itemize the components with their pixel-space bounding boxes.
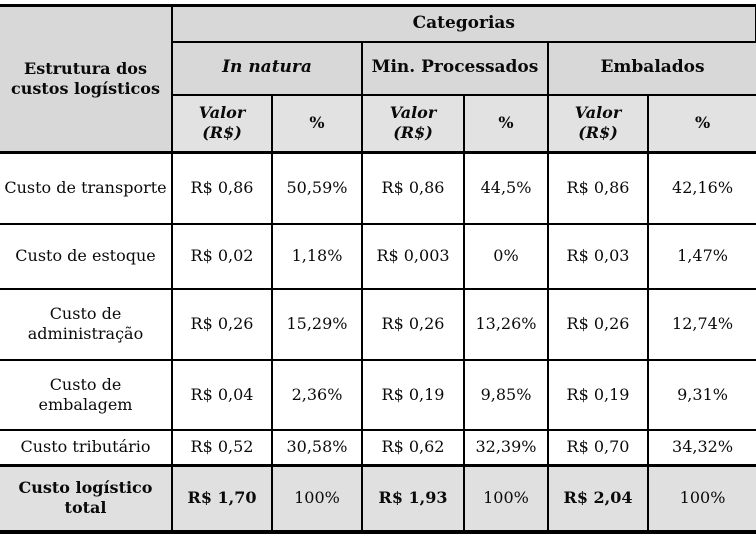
table-row: Custo de estoque R$ 0,02 1,18% R$ 0,003 … xyxy=(0,222,756,290)
value-cell: R$ 0,02 xyxy=(171,222,273,290)
row-label-cell: Custo de transporte xyxy=(0,151,173,225)
subheader-valor-cell: Valor (R$) xyxy=(172,93,273,154)
subheader-pct-cell: % xyxy=(271,93,363,154)
pct-cell: 32,39% xyxy=(463,428,549,467)
pct-cell: 42,16% xyxy=(646,151,756,225)
total-pct-cell: 100% xyxy=(646,464,756,533)
pct-cell: 13,26% xyxy=(463,287,549,361)
total-value-cell: R$ 1,70 xyxy=(171,464,273,533)
page: Estrutura dos custos logísticos Categori… xyxy=(0,4,756,534)
categories-header-cell: Categorias xyxy=(170,4,756,43)
value-cell: R$ 0,04 xyxy=(171,358,273,431)
value-cell: R$ 0,19 xyxy=(361,358,465,431)
subheader-valor-cell: Valor (R$) xyxy=(361,93,465,154)
subheader-valor-cell: Valor (R$) xyxy=(547,93,649,154)
subheader-pct-cell: % xyxy=(646,93,756,154)
logistics-costs-table: Estrutura dos custos logísticos Categori… xyxy=(0,4,756,534)
pct-cell: 30,58% xyxy=(271,428,363,467)
table-row: Custo tributário R$ 0,52 30,58% R$ 0,62 … xyxy=(0,428,756,467)
pct-cell: 9,31% xyxy=(646,358,756,431)
value-cell: R$ 0,52 xyxy=(171,428,273,467)
value-cell: R$ 0,62 xyxy=(361,428,465,467)
corner-header-cell: Estrutura dos custos logísticos xyxy=(0,4,173,154)
total-value-cell: R$ 2,04 xyxy=(547,464,649,533)
row-label-cell: Custo de embalagem xyxy=(0,358,173,431)
pct-cell: 0% xyxy=(463,222,549,290)
total-pct-cell: 100% xyxy=(271,464,363,533)
row-label-cell: Custo de administração xyxy=(0,287,173,361)
pct-cell: 34,32% xyxy=(646,428,756,467)
value-cell: R$ 0,86 xyxy=(361,151,465,225)
row-label-cell: Custo de estoque xyxy=(0,222,173,290)
subheader-pct-cell: % xyxy=(463,93,549,154)
pct-cell: 9,85% xyxy=(463,358,549,431)
value-cell: R$ 0,26 xyxy=(361,287,465,361)
total-row: Custo logístico total R$ 1,70 100% R$ 1,… xyxy=(0,464,756,533)
category-cell-embalados: Embalados xyxy=(546,40,756,96)
table-row: Custo de transporte R$ 0,86 50,59% R$ 0,… xyxy=(0,151,756,225)
pct-cell: 15,29% xyxy=(271,287,363,361)
pct-cell: 1,47% xyxy=(646,222,756,290)
value-cell: R$ 0,19 xyxy=(547,358,649,431)
row-label-cell: Custo tributário xyxy=(0,428,173,467)
value-cell: R$ 0,03 xyxy=(547,222,649,290)
value-cell: R$ 0,26 xyxy=(171,287,273,361)
value-cell: R$ 0,26 xyxy=(547,287,649,361)
total-label-cell: Custo logístico total xyxy=(0,464,173,533)
pct-cell: 2,36% xyxy=(271,358,363,431)
value-cell: R$ 0,70 xyxy=(547,428,649,467)
pct-cell: 44,5% xyxy=(463,151,549,225)
table-row: Custo de embalagem R$ 0,04 2,36% R$ 0,19… xyxy=(0,358,756,431)
pct-cell: 1,18% xyxy=(271,222,363,290)
category-cell-min-processados: Min. Processados xyxy=(361,40,549,96)
value-cell: R$ 0,86 xyxy=(171,151,273,225)
value-cell: R$ 0,86 xyxy=(547,151,649,225)
pct-cell: 12,74% xyxy=(646,287,756,361)
pct-cell: 50,59% xyxy=(271,151,363,225)
total-pct-cell: 100% xyxy=(463,464,549,533)
value-cell: R$ 0,003 xyxy=(361,222,465,290)
total-value-cell: R$ 1,93 xyxy=(361,464,465,533)
table-row: Custo de administração R$ 0,26 15,29% R$… xyxy=(0,287,756,361)
category-cell-in-natura: In natura xyxy=(172,40,363,96)
